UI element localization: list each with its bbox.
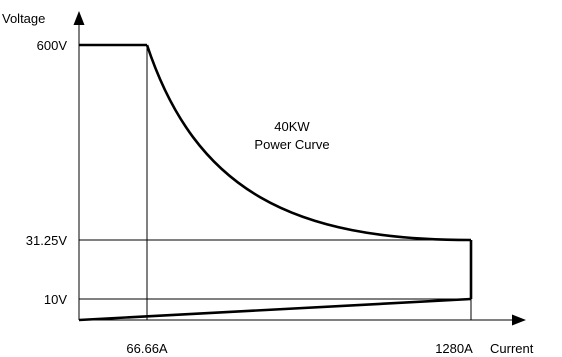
power-curve [145,44,472,242]
y-axis-label: Voltage [2,11,45,26]
axes [73,11,526,326]
y-tick-label-31: 31.25V [26,233,68,248]
x-tick-label-1280: 1280A [435,341,473,356]
x-tick-label-66: 66.66A [126,341,168,356]
series [78,43,473,322]
y-tick-label-600: 600V [37,38,68,53]
annotation-curve: Power Curve [254,137,329,152]
min-voltage-diagonal [78,297,472,322]
reference-lines [79,45,472,320]
y-axis-arrowhead [73,11,85,25]
x-axis-label: Current [490,341,534,356]
x-axis-arrowhead [512,314,526,326]
annotation-power: 40KW [274,119,310,134]
y-tick-label-10: 10V [44,292,67,307]
